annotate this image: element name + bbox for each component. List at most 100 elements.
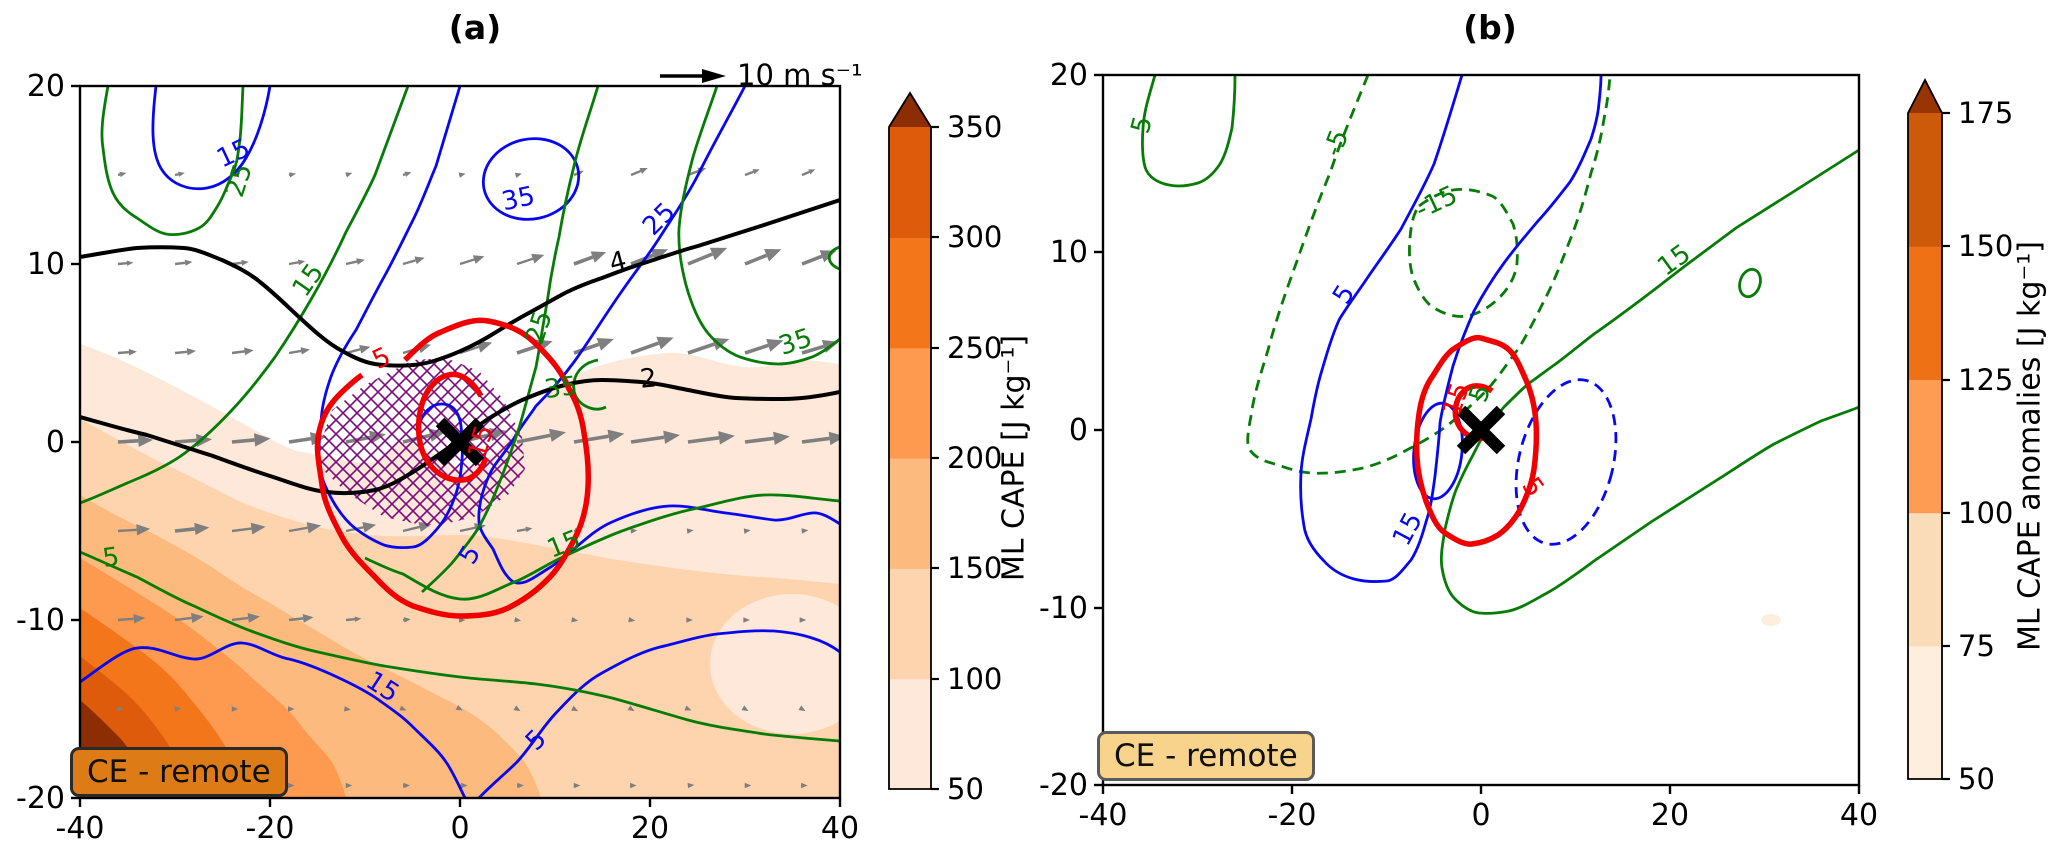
wind-arrow-shaft (745, 255, 767, 264)
colorbar-tick-label: 150 (947, 551, 1002, 585)
wind-arrow-shaft (232, 351, 245, 353)
wind-arrow-head (473, 255, 485, 264)
wind-arrow-head (414, 257, 424, 265)
colorbar-segment (1908, 246, 1942, 380)
green-contour-small-ring-b (1736, 267, 1764, 300)
contour-label: 5 (1126, 113, 1159, 137)
x-tick-label: -40 (1079, 798, 1128, 833)
wind-arrow-shaft (289, 439, 311, 442)
colorbar-tick-label: 200 (947, 441, 1002, 475)
wind-arrow-shaft (118, 619, 134, 620)
contour-label: 15 (287, 258, 331, 302)
wind-arrow-head (656, 337, 673, 350)
y-tick-label: -20 (16, 781, 65, 816)
contour-label: 2 (639, 363, 658, 394)
colorbar-segment (889, 127, 931, 238)
wind-arrow-shaft (118, 174, 120, 175)
wind-arrow-shaft (802, 256, 822, 264)
wind-arrow-head (241, 260, 248, 266)
colorbar-segment (1908, 513, 1942, 647)
corner-label-a: CE - remote (70, 747, 288, 797)
corner-label-b: CE - remote (1097, 731, 1315, 781)
wind-arrow-shaft (118, 530, 137, 531)
x-tick-label: 40 (821, 811, 859, 846)
wind-arrow-shaft (403, 174, 405, 175)
colorbar-segment (889, 568, 931, 679)
colorbar-segment (889, 348, 931, 459)
x-tick-label: -20 (1268, 798, 1317, 833)
contour-label: 35 (775, 323, 816, 362)
wind-arrow-head (515, 173, 522, 178)
x-tick-label: 40 (1840, 798, 1878, 833)
anomaly-fill-speck (1761, 614, 1781, 626)
y-tick-label: 20 (1050, 58, 1088, 93)
colorbar-b-axis-label: ML CAPE anomalies [J kg⁻¹] (2013, 241, 2048, 651)
colorbar-tick-label: 125 (1958, 363, 2013, 397)
blue-contour-dashed-closed-b (1500, 369, 1632, 555)
wind-arrow-shaft (175, 529, 195, 531)
colorbar-tick-label: 150 (1958, 229, 2013, 263)
wind-arrow-head (127, 260, 134, 265)
wind-arrow-shaft (232, 440, 255, 442)
wind-arrow-shaft (403, 260, 416, 264)
wind-arrow-shaft (517, 529, 526, 531)
y-tick-label: -10 (16, 603, 65, 638)
colorbar-segment (889, 458, 931, 569)
wind-arrow-shaft (517, 259, 533, 264)
colorbar-tick-label: 300 (947, 220, 1002, 254)
green-contour-edge-hook (829, 247, 840, 269)
x-tick-label: 0 (450, 811, 469, 846)
wind-arrow-head (356, 258, 365, 265)
wind-arrow-shaft (517, 346, 538, 353)
blue-contours-b (1301, 75, 1632, 582)
contour-label: 5 (1516, 472, 1550, 503)
wind-arrow-head (531, 254, 544, 264)
wind-arrow-head (820, 250, 837, 262)
colorbar-segment (1908, 113, 1942, 247)
green-contour-15-long-b (1441, 150, 1859, 613)
wind-arrow-shaft (688, 344, 714, 353)
y-tick-label: 10 (27, 247, 65, 282)
wind-arrow-shaft (745, 172, 754, 175)
origin-x-marker-b (1461, 410, 1501, 450)
colorbar-tick-label: 175 (1958, 96, 2013, 130)
colorbar-segment (889, 679, 931, 790)
wind-reference-label: 10 m s⁻¹ (737, 58, 863, 92)
colorbar-tick-label: 250 (947, 331, 1002, 365)
wind-arrow-shaft (118, 352, 129, 353)
wind-arrow-head (640, 168, 648, 174)
contour-label: 5 (368, 342, 396, 376)
wind-arrow-shaft (175, 174, 178, 175)
colorbar-tick-label: 50 (947, 772, 984, 806)
colorbar-segment (889, 237, 931, 348)
x-tick-label: -20 (246, 811, 295, 846)
wind-arrow-shaft (118, 263, 127, 264)
wind-arrow-head (597, 338, 614, 351)
contour-label: 15 (1652, 239, 1696, 283)
contour-label: 15 (1387, 508, 1429, 551)
wind-arrow-head (345, 172, 352, 177)
wind-arrow-shaft (460, 260, 474, 264)
wind-arrow-head (289, 172, 296, 177)
y-tick-label: -10 (1039, 591, 1088, 626)
x-tick-label: -40 (56, 811, 105, 846)
colorbar-a-axis-label: ML CAPE [J kg⁻¹] (997, 335, 1032, 581)
wind-arrow-head (187, 348, 196, 355)
panel-b-title: (b) (1463, 8, 1517, 47)
wind-arrow-head (129, 349, 137, 356)
y-tick-label: 10 (1050, 235, 1088, 270)
colorbar-tick-label: 100 (947, 662, 1002, 696)
contour-label: 35 (542, 371, 579, 405)
contour-label: 35 (499, 181, 538, 217)
contour-label: 5 (1327, 280, 1361, 310)
colorbar-segment (1908, 379, 1942, 513)
panel-b-plot-area (1142, 75, 1859, 626)
wind-arrow-head (591, 251, 607, 262)
wind-arrow-head (244, 348, 254, 356)
wind-arrow-shaft (346, 619, 355, 620)
wind-arrow-shaft (574, 257, 593, 264)
x-tick-label: 0 (1471, 798, 1490, 833)
contour-label: 25 (637, 197, 682, 242)
panel-a-title: (a) (449, 8, 501, 47)
wind-arrow-shaft (688, 254, 712, 264)
